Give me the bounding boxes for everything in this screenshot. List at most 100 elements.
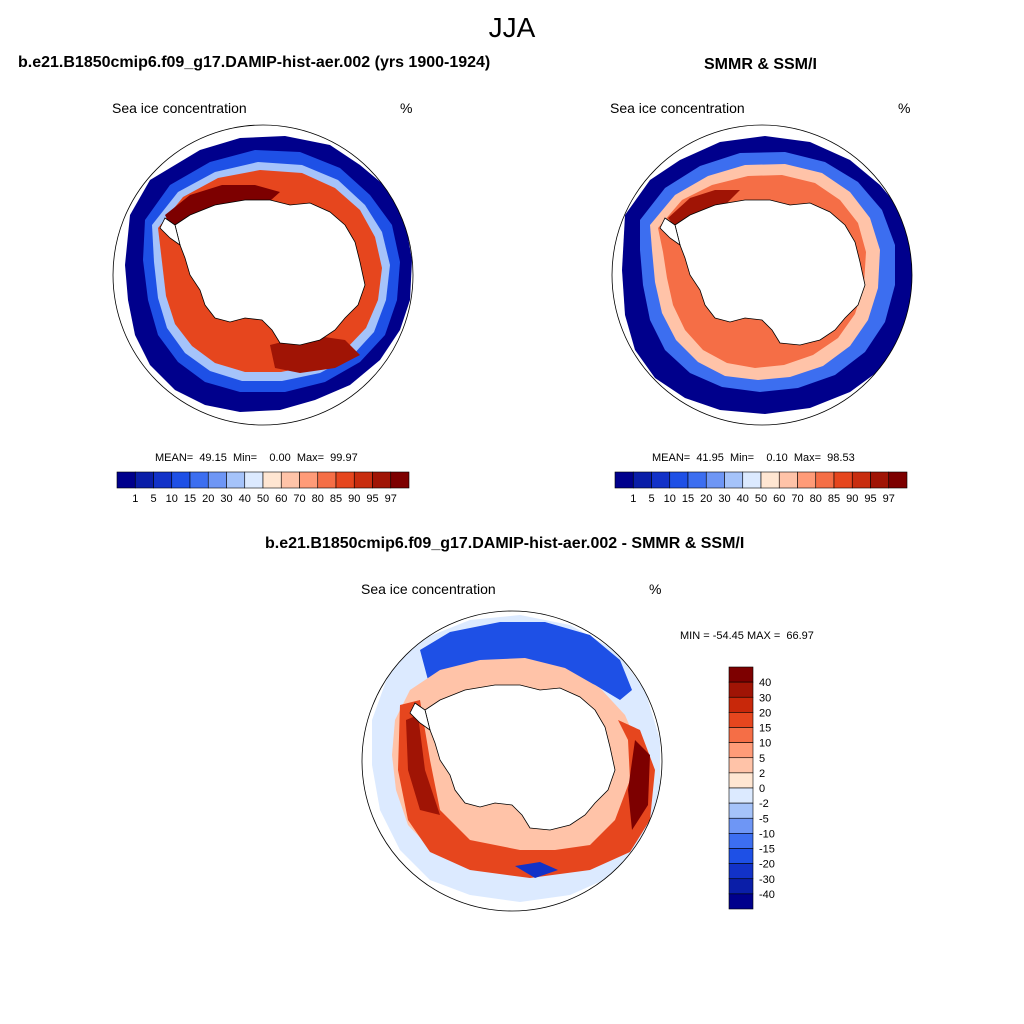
map-observed-sea-ice	[622, 136, 912, 414]
colorbar-model-box	[226, 471, 246, 489]
map-model-sea-ice	[125, 136, 412, 412]
colorbar-model-box	[207, 471, 227, 489]
colorbar-difference-box	[728, 817, 754, 834]
colorbar-model-box	[353, 471, 373, 489]
panel2-title: SMMR & SSM/I	[704, 56, 817, 73]
panel1-units: %	[400, 100, 413, 116]
diff-west-red	[398, 700, 655, 878]
colorbar-observed-label: 30	[718, 493, 730, 505]
colorbar-model: 1 5 10 15 20 30 40 50 60 70 80 85 90 95 97	[116, 471, 410, 505]
colorbar-observed-label: 15	[682, 493, 694, 505]
colorbar-difference-label: 30	[759, 692, 771, 704]
colorbar-observed-box	[797, 471, 817, 489]
colorbar-observed-label: 70	[791, 493, 803, 505]
colorbar-difference-box	[728, 863, 754, 880]
colorbar-difference-label: -2	[759, 798, 769, 810]
diff-south-blue	[515, 862, 558, 878]
peninsula-land	[409, 702, 431, 731]
map3-boundary	[361, 610, 663, 912]
colorbar-difference-label: -10	[759, 828, 775, 840]
colorbar-difference-box	[728, 848, 754, 864]
colorbar-observed-box	[778, 471, 798, 489]
map2-boundary	[611, 124, 913, 426]
colorbar-observed-box	[833, 471, 853, 489]
colorbar-difference-label: 0	[759, 783, 765, 795]
colorbar-difference-label: 2	[759, 768, 765, 780]
panel1-variable-label: Sea ice concentration	[112, 100, 247, 116]
colorbar-observed-label: 85	[828, 493, 840, 505]
colorbar-difference-box	[728, 878, 754, 895]
colorbar-observed-box	[632, 471, 652, 489]
colorbar-model-label: 95	[366, 493, 378, 505]
colorbar-model-label: 10	[166, 493, 178, 505]
colorbar-difference-box	[728, 787, 754, 804]
map1-boundary	[112, 124, 414, 426]
colorbar-observed-box	[870, 471, 890, 489]
colorbar-difference-box	[728, 833, 754, 849]
colorbar-difference-box	[728, 727, 754, 743]
colorbar-observed-label: 50	[755, 493, 767, 505]
colorbar-difference-label: -20	[759, 859, 775, 871]
colorbar-difference-label: -40	[759, 889, 775, 901]
colorbar-difference-box	[728, 712, 754, 728]
colorbar-observed-label: 90	[846, 493, 858, 505]
colorbar-observed-label: 95	[864, 493, 876, 505]
colorbar-model-label: 50	[257, 493, 269, 505]
colorbar-observed-box	[888, 471, 908, 489]
colorbar-difference-label: -30	[759, 874, 775, 886]
antarctica-land	[424, 684, 616, 831]
colorbar-model-label: 40	[239, 493, 251, 505]
colorbar-observed-label: 60	[773, 493, 785, 505]
colorbar-model-box	[171, 471, 191, 489]
panel2-units: %	[898, 100, 911, 116]
colorbar-observed-box	[742, 471, 762, 489]
colorbar-observed-label: 5	[648, 493, 654, 505]
colorbar-observed-label: 10	[664, 493, 676, 505]
colorbar-observed-box	[651, 471, 671, 489]
colorbar-difference-box	[728, 742, 754, 759]
colorbar-model-label: 97	[385, 493, 397, 505]
panel3-stats: MIN = -54.45 MAX = 66.97	[680, 630, 814, 642]
colorbar-model-box	[153, 471, 173, 489]
colorbar-model-box	[335, 471, 355, 489]
main-title: JJA	[488, 12, 536, 43]
map-difference	[362, 611, 662, 911]
colorbar-model-box	[299, 471, 319, 489]
antarctica-land	[174, 199, 366, 346]
colorbar-model-label: 90	[348, 493, 360, 505]
colorbar-observed-label: 20	[700, 493, 712, 505]
colorbar-model-label: 80	[312, 493, 324, 505]
colorbar-difference-box	[728, 772, 754, 789]
panel2-variable-label: Sea ice concentration	[610, 100, 745, 116]
colorbar-difference-label: -15	[759, 844, 775, 856]
colorbar-observed-box	[705, 471, 725, 489]
colorbar-difference-label: 5	[759, 753, 765, 765]
colorbar-difference-box	[728, 802, 754, 819]
colorbar-model-label: 60	[275, 493, 287, 505]
colorbar-observed-box	[724, 471, 744, 489]
colorbar-difference-box	[728, 681, 754, 698]
colorbar-model-box	[262, 471, 282, 489]
peninsula-land	[159, 217, 181, 246]
colorbar-difference-box	[728, 757, 754, 774]
colorbar-observed-label: 1	[630, 493, 636, 505]
peninsula-land	[659, 217, 681, 246]
colorbar-observed-box	[851, 471, 871, 489]
colorbar-observed-box	[614, 471, 634, 489]
colorbar-observed-box	[760, 471, 780, 489]
panel3-title: b.e21.B1850cmip6.f09_g17.DAMIP-hist-aer.…	[265, 535, 745, 552]
colorbar-model-box	[390, 471, 410, 489]
colorbar-model-box	[372, 471, 392, 489]
colorbar-model-box	[317, 471, 337, 489]
colorbar-model-label: 70	[293, 493, 305, 505]
panel1-stats: MEAN= 49.15 Min= 0.00 Max= 99.97	[155, 452, 358, 464]
colorbar-observed-box	[669, 471, 689, 489]
panel1-title: b.e21.B1850cmip6.f09_g17.DAMIP-hist-aer.…	[18, 54, 491, 71]
colorbar-model-box	[189, 471, 209, 489]
colorbar-model-label: 85	[330, 493, 342, 505]
colorbar-observed-label: 80	[810, 493, 822, 505]
diff-dark-red	[406, 715, 440, 815]
colorbar-difference-label: 10	[759, 738, 771, 750]
colorbar-difference-label: 20	[759, 707, 771, 719]
